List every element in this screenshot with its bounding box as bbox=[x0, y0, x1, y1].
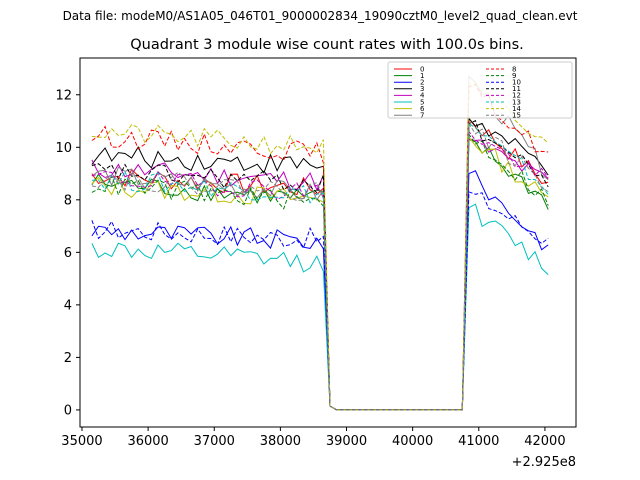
legend-label-8: 8 bbox=[512, 65, 516, 73]
series-line-0 bbox=[91, 116, 549, 411]
x-tick-label: 36000 bbox=[127, 434, 168, 449]
series-line-9 bbox=[91, 132, 549, 411]
legend-label-14: 14 bbox=[512, 105, 521, 113]
y-tick-label: 10 bbox=[55, 141, 72, 156]
legend-label-7: 7 bbox=[420, 112, 424, 120]
x-offset-label: +2.925e8 bbox=[512, 455, 576, 470]
legend-label-15: 15 bbox=[512, 112, 521, 120]
legend-label-4: 4 bbox=[420, 92, 425, 100]
chart-suptitle: Data file: modeM0/AS1A05_046T01_90000028… bbox=[63, 9, 578, 23]
x-tick-label: 41000 bbox=[458, 434, 499, 449]
legend-label-0: 0 bbox=[420, 65, 424, 73]
x-tick-label: 42000 bbox=[524, 434, 565, 449]
legend-label-11: 11 bbox=[512, 85, 521, 93]
axis-ticks: 35000 36000 37000 38000 39000 40000 41000 42000… bbox=[55, 88, 565, 449]
series-line-5 bbox=[91, 203, 549, 411]
legend-label-10: 10 bbox=[512, 79, 521, 87]
plot-frame bbox=[79, 57, 577, 428]
legend-label-13: 13 bbox=[512, 98, 521, 106]
y-tick-label: 0 bbox=[64, 403, 72, 418]
series-line-13 bbox=[91, 122, 549, 411]
series-line-3 bbox=[91, 117, 549, 411]
series-line-15 bbox=[91, 122, 549, 411]
legend-label-6: 6 bbox=[420, 105, 425, 113]
x-tick-label: 35000 bbox=[61, 434, 102, 449]
legend-label-3: 3 bbox=[420, 85, 424, 93]
y-tick-label: 4 bbox=[64, 298, 72, 313]
chart-title: Quadrant 3 module wise count rates with … bbox=[130, 37, 524, 53]
legend-label-5: 5 bbox=[420, 98, 424, 106]
x-tick-label: 38000 bbox=[260, 434, 301, 449]
series-line-14 bbox=[91, 81, 549, 411]
y-tick-label: 12 bbox=[55, 88, 72, 103]
y-tick-label: 6 bbox=[64, 246, 72, 261]
series-line-6 bbox=[91, 135, 549, 411]
series-line-2 bbox=[91, 170, 549, 411]
series-line-10 bbox=[91, 191, 549, 411]
x-tick-label: 39000 bbox=[326, 434, 367, 449]
legend-label-2: 2 bbox=[420, 79, 424, 87]
legend-label-9: 9 bbox=[512, 72, 516, 80]
legend-box bbox=[387, 61, 573, 119]
legend-label-12: 12 bbox=[512, 92, 521, 100]
y-tick-label: 2 bbox=[64, 351, 72, 366]
x-tick-label: 37000 bbox=[194, 434, 235, 449]
legend-label-1: 1 bbox=[420, 72, 424, 80]
y-tick-label: 8 bbox=[64, 193, 72, 208]
series-layer bbox=[91, 75, 549, 411]
series-line-4 bbox=[91, 138, 549, 411]
x-tick-label: 40000 bbox=[392, 434, 433, 449]
series-line-12 bbox=[91, 130, 549, 411]
